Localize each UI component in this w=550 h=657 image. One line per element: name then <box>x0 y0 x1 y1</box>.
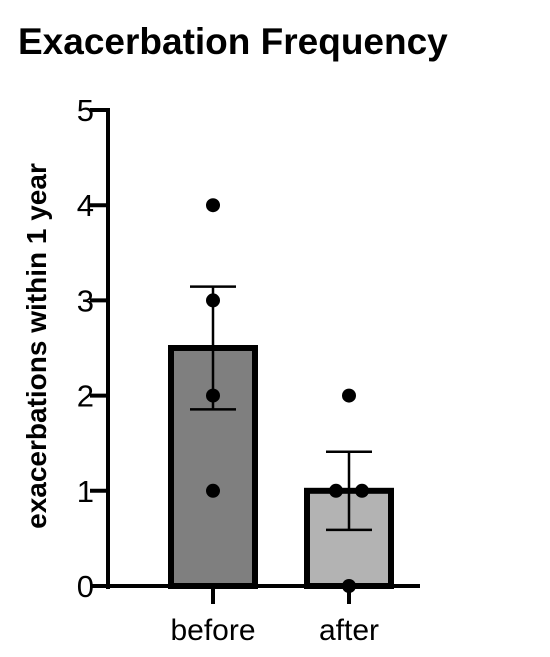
y-tick-label-4: 4 <box>77 188 94 223</box>
data-point-before-4 <box>206 483 220 498</box>
x-tick-label-after: after <box>319 614 379 647</box>
data-point-before-3 <box>206 388 220 403</box>
y-tick-label-1: 1 <box>77 474 94 509</box>
x-tick-label-before: before <box>170 614 255 647</box>
data-point-before-2 <box>206 293 220 308</box>
y-tick-label-2: 2 <box>77 379 94 414</box>
data-point-after-1 <box>342 388 356 403</box>
chart-title: Exacerbation Frequency <box>18 21 448 62</box>
y-axis-label: exacerbations within 1 year <box>21 163 52 529</box>
y-tick-label-5: 5 <box>77 93 94 128</box>
plot-area: 0 1 2 3 4 5 before after <box>77 93 420 647</box>
data-point-before-1 <box>206 198 220 213</box>
data-point-after-2 <box>329 483 343 498</box>
y-tick-label-3: 3 <box>77 283 94 318</box>
data-point-after-3 <box>355 483 369 498</box>
y-tick-label-0: 0 <box>77 569 94 604</box>
data-point-after-4 <box>342 579 356 593</box>
